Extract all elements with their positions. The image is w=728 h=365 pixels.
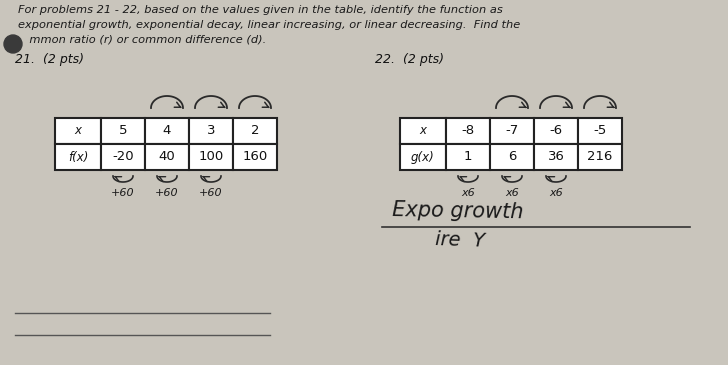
Text: 5: 5 [119, 124, 127, 138]
Bar [534, 118, 578, 144]
Bar [446, 118, 490, 144]
Bar [55, 144, 101, 170]
Text: 40: 40 [159, 150, 175, 164]
Text: +60: +60 [111, 188, 135, 198]
Text: +60: +60 [199, 188, 223, 198]
Bar [55, 118, 101, 144]
Bar [534, 144, 578, 170]
Bar [233, 144, 277, 170]
Text: -7: -7 [505, 124, 518, 138]
Text: 21.  (2 pts): 21. (2 pts) [15, 53, 84, 66]
Bar [145, 144, 189, 170]
Text: -5: -5 [593, 124, 606, 138]
Bar [578, 118, 622, 144]
Text: 22.  (2 pts): 22. (2 pts) [375, 53, 444, 66]
Text: 100: 100 [198, 150, 223, 164]
Text: x: x [419, 124, 427, 138]
Text: ire  Y: ire Y [435, 230, 486, 251]
Text: x6: x6 [505, 188, 519, 198]
Text: 3: 3 [207, 124, 215, 138]
Bar [490, 144, 534, 170]
Text: 6: 6 [508, 150, 516, 164]
Text: exponential growth, exponential decay, linear increasing, or linear decreasing. : exponential growth, exponential decay, l… [18, 20, 521, 30]
Bar [189, 118, 233, 144]
Bar [578, 144, 622, 170]
Bar [490, 118, 534, 144]
Bar [400, 118, 446, 144]
Bar [446, 144, 490, 170]
Bar [400, 144, 446, 170]
Text: 4: 4 [163, 124, 171, 138]
Circle shape [4, 35, 22, 53]
Text: x: x [74, 124, 82, 138]
Text: For problems 21 - 22, based on the values given in the table, identify the funct: For problems 21 - 22, based on the value… [18, 5, 503, 15]
Bar [145, 118, 189, 144]
Text: x6: x6 [461, 188, 475, 198]
Text: 36: 36 [547, 150, 564, 164]
Text: 2: 2 [250, 124, 259, 138]
Text: +60: +60 [155, 188, 179, 198]
Text: f(x): f(x) [68, 150, 88, 164]
Bar [101, 118, 145, 144]
Text: -20: -20 [112, 150, 134, 164]
Text: -8: -8 [462, 124, 475, 138]
Text: 160: 160 [242, 150, 268, 164]
Text: x6: x6 [549, 188, 563, 198]
Bar [189, 144, 233, 170]
Text: Expo growth: Expo growth [392, 200, 523, 222]
Text: mmon ratio (r) or common difference (d).: mmon ratio (r) or common difference (d). [18, 35, 266, 45]
Text: 1: 1 [464, 150, 472, 164]
Bar [233, 118, 277, 144]
Text: 216: 216 [587, 150, 613, 164]
Text: -6: -6 [550, 124, 563, 138]
Text: g(x): g(x) [411, 150, 435, 164]
Bar [101, 144, 145, 170]
